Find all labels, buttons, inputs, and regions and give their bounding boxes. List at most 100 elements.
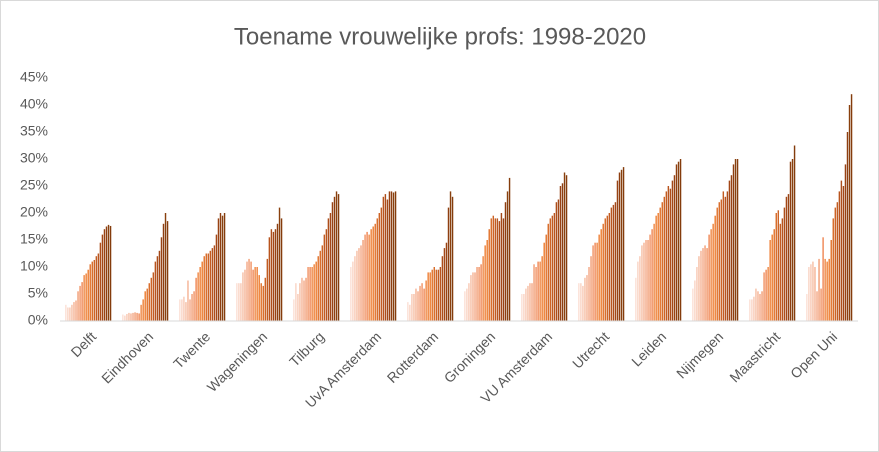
bar	[657, 213, 659, 321]
bar	[209, 250, 212, 321]
bar	[702, 248, 704, 321]
bar	[205, 253, 207, 321]
bar	[417, 291, 419, 321]
bar	[142, 299, 144, 321]
bar	[380, 207, 383, 321]
bar	[498, 221, 501, 321]
bar	[213, 245, 216, 321]
bar	[445, 242, 448, 321]
bar	[749, 299, 751, 321]
bar	[246, 261, 248, 321]
bar	[661, 202, 663, 321]
bar	[720, 199, 723, 321]
bar	[584, 277, 586, 321]
bar	[331, 202, 334, 321]
bar	[588, 267, 590, 321]
bar	[647, 240, 649, 321]
bar	[816, 291, 818, 321]
bar	[264, 277, 267, 321]
bar	[270, 229, 273, 321]
bar	[675, 164, 678, 321]
y-tick-label: 20%	[20, 204, 48, 220]
bar	[771, 234, 773, 321]
bar	[478, 267, 480, 321]
bar	[87, 269, 89, 321]
bar	[164, 213, 167, 321]
bar	[716, 207, 718, 321]
bar	[392, 192, 395, 321]
bar	[773, 229, 775, 321]
bar	[303, 280, 305, 321]
bar	[386, 199, 389, 321]
bar	[364, 234, 366, 321]
bar	[67, 307, 69, 321]
bar	[301, 277, 303, 321]
bar	[429, 272, 431, 321]
bar	[77, 291, 79, 321]
bar	[126, 313, 128, 321]
bar	[144, 291, 146, 321]
bar	[274, 229, 277, 321]
bar	[553, 213, 556, 321]
bar	[437, 269, 440, 321]
bar	[563, 172, 566, 321]
bar	[333, 196, 336, 321]
bar	[635, 277, 637, 321]
bar	[765, 269, 767, 321]
bar	[602, 223, 604, 321]
bar	[769, 240, 771, 321]
bar	[504, 202, 507, 321]
bar	[75, 300, 77, 321]
bar	[787, 194, 790, 321]
bar	[325, 229, 328, 321]
bar	[708, 234, 710, 321]
bar	[199, 267, 201, 321]
bar	[753, 296, 755, 321]
y-tick-label: 0%	[28, 312, 48, 328]
bar	[537, 261, 539, 321]
bar	[103, 229, 106, 321]
bar	[667, 186, 670, 321]
bar	[79, 285, 81, 321]
bar	[162, 223, 165, 321]
bar	[195, 277, 197, 321]
bar	[419, 285, 421, 321]
bar	[189, 299, 191, 321]
bar	[734, 159, 737, 321]
bar	[726, 191, 729, 321]
bar	[317, 256, 319, 321]
bar	[614, 202, 617, 321]
bar	[710, 229, 712, 321]
y-tick-label: 15%	[20, 231, 48, 247]
bar	[388, 191, 391, 321]
bar	[557, 199, 560, 321]
bar	[482, 256, 484, 321]
bar	[496, 218, 499, 321]
bar	[500, 213, 503, 321]
bar	[252, 269, 254, 321]
bar	[476, 267, 478, 321]
bar	[421, 283, 423, 321]
bar	[755, 288, 757, 321]
bar	[187, 280, 189, 321]
bar	[221, 215, 224, 321]
bar	[523, 294, 525, 321]
bar	[185, 302, 187, 321]
bar	[541, 256, 543, 321]
bar	[181, 299, 183, 321]
bar	[649, 234, 651, 321]
bar	[692, 288, 694, 321]
bar	[543, 242, 545, 321]
bar	[618, 172, 621, 321]
bar	[95, 256, 98, 321]
bar	[842, 186, 845, 321]
bar	[806, 294, 808, 321]
bar	[203, 256, 205, 321]
bar	[356, 250, 358, 321]
bar	[223, 213, 226, 321]
bar	[166, 221, 169, 321]
bar	[700, 250, 702, 321]
bar	[600, 229, 602, 321]
